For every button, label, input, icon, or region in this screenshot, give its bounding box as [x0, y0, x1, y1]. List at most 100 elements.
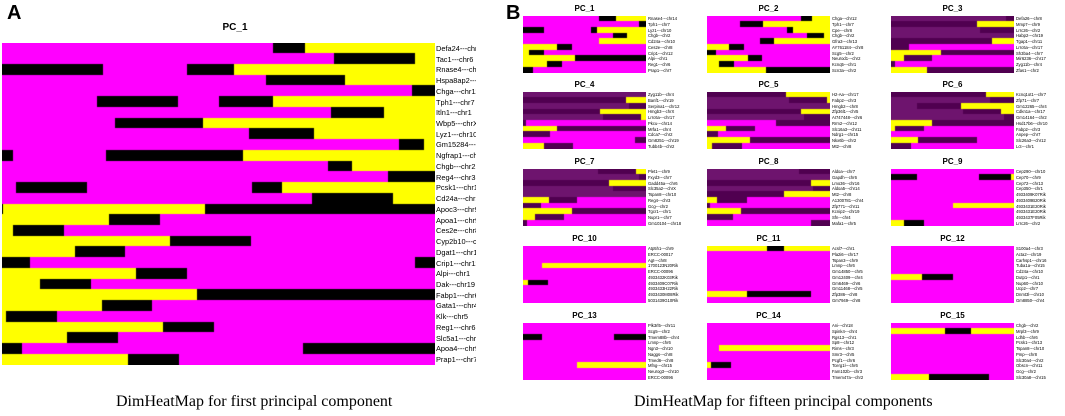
heatmap-panel-gene-labels: Plk3rl5---chr11 Scg5---chr2 Tmem88b---chr4…	[648, 323, 693, 380]
heatmap-panel-gene-labels: Atp5h1---chr9 ERCC-00017 Agt---chr8 1700123…	[648, 246, 693, 303]
gene-label: Slc26a3---chr12	[1016, 137, 1046, 143]
gene-label: Fabp1---chr6	[436, 290, 476, 300]
gene-label: Gcg---chr2	[648, 203, 669, 209]
heatmap-grid-b: PC_1 Rnase4---chr14 Tph1---chr7 Lyz1---chr1…	[523, 4, 1061, 380]
heatmap-panel	[707, 169, 830, 226]
gene-label: Gfra3---chr13	[832, 39, 858, 45]
gene-label: Hmgb2---chr8	[832, 103, 858, 109]
gene-label: Rnase4---chr14	[436, 65, 476, 75]
gene-label: Gm14164---chr2	[1016, 115, 1047, 121]
heatmap-panel	[891, 16, 1014, 73]
gene-label: Ngfrap1---chrX	[436, 151, 476, 161]
gene-label: Slc5a1---chr5	[436, 333, 476, 343]
gene-label: Ldhb---chr6	[1016, 334, 1038, 340]
gene-label: Alpi---chr1	[436, 269, 471, 279]
gene-label: Gadd45a---chr6	[648, 180, 678, 186]
gene-label: Fxyd3---chr7	[648, 175, 672, 181]
gene-label: Tmem88b---chr4	[648, 334, 680, 340]
gene-label: 4933431E20Rik	[1016, 209, 1046, 215]
gene-label: Scn3a---chr2	[832, 67, 857, 73]
gene-label: 4933430M08Rik	[648, 291, 679, 297]
gene-label: Aldoa---chr7	[832, 169, 856, 175]
gene-label: Gm12265---chr4	[1016, 103, 1047, 109]
gene-label: A1300781---chr4	[832, 197, 864, 203]
heatmap-panel-title: PC_8	[758, 157, 779, 166]
gene-label: ERCC-00096	[648, 269, 673, 275]
gene-label: Zfp771---chr11	[832, 203, 860, 209]
gene-label: Chgb---chr2	[648, 33, 671, 39]
gene-label: Lmnp---chr6	[832, 263, 855, 269]
gene-label: Mt2---chr8	[832, 143, 852, 149]
gene-label: Gm10104---chr18	[648, 220, 682, 226]
gene-label: Kcnip2---chr19	[832, 209, 860, 215]
gene-label: Chgb---chr2	[1016, 323, 1039, 329]
gene-label: Chga---chr12	[832, 16, 857, 22]
gene-label: Smr3---chr5	[832, 351, 855, 357]
gene-label: Lrrc26---chr2	[1016, 27, 1041, 33]
heatmap-a-gene-labels: Defa24---chr8Tac1---chr6Rnase4---chr14Hs…	[436, 43, 476, 365]
gene-label: Tgcr1---chr1	[648, 209, 672, 215]
gene-label: Cd24a---chr10	[1016, 269, 1043, 275]
gene-label: Gm6469---chr6	[832, 280, 861, 286]
heatmap-panel-gene-labels: Kcnq1ot1---chr7 Zfp71---chr7 Gm12265---chr…	[1016, 92, 1061, 149]
gene-label: Scg5---chr2	[648, 329, 670, 335]
gene-label: Acta2---chr19	[1016, 252, 1042, 258]
gene-label: AI747448---chr6	[832, 115, 863, 121]
gene-label: Chga---chr12	[436, 86, 476, 96]
gene-label: Gm8251---chr19	[648, 137, 679, 143]
gene-label: Dnmt3l---chr10	[1016, 291, 1044, 297]
gene-label: Klk---chr5	[436, 312, 469, 322]
gene-label: Lct---chr1	[1016, 143, 1034, 149]
gene-label: Slc30a4---chr2	[1016, 357, 1044, 363]
gene-label: Lyz1---chr10	[648, 27, 672, 33]
gene-label: Zfp71---chr7	[1016, 98, 1040, 104]
heatmap-panel-title: PC_13	[572, 311, 597, 320]
heatmap-panel-title: PC_10	[572, 234, 597, 243]
heatmap-panel-gene-labels: Plet1---chr9 Fxyd3---chr7 Gadd45a---chr6 Sl…	[648, 169, 693, 226]
gene-label: Gm11468---chr5	[832, 286, 863, 292]
gene-label: Tmem47a---chr2	[832, 374, 864, 380]
heatmap-panel	[891, 169, 1014, 226]
gene-label: Lrrc6a---chr17	[648, 115, 675, 121]
gene-label: Tubb4b---chr2	[648, 143, 675, 149]
gene-label: Pcsk1---chr13	[436, 183, 476, 193]
gene-label: Tspan8---chr10	[1016, 346, 1045, 352]
gene-label: Ces2e---chr8	[436, 226, 476, 236]
gene-label: Tac1---chr6	[436, 54, 474, 64]
heatmap-panel	[523, 169, 646, 226]
gene-label: Nup60---chr10	[1016, 280, 1043, 286]
gene-label: Anpep---chr7	[1016, 132, 1041, 138]
gene-label: Ngn3---chr10	[648, 346, 673, 352]
gene-label: Cep290---chr10	[1016, 169, 1046, 175]
gene-label: Kcnq5---chr1	[832, 61, 857, 67]
panel-b-caption: DimHeatMap for fifteen principal compone…	[634, 393, 933, 410]
panel-a-caption: DimHeatMap for first principal component	[116, 393, 393, 410]
gene-label: Neurog3---chr10	[648, 368, 679, 374]
gene-label: Itln1---chr1	[436, 108, 472, 118]
gene-label: Ani---chr18	[832, 323, 853, 329]
gene-label: Reg4---chr3	[648, 197, 671, 203]
gene-label: Cd24a---chr10	[436, 194, 476, 204]
gene-label: Ces2e---chr8	[648, 44, 673, 50]
gene-label: Pla2i6---chr17	[832, 252, 859, 258]
heatmap-panel-title: PC_11	[756, 234, 781, 243]
heatmap-panel	[707, 323, 830, 380]
gene-label: Prap1---chr7	[436, 355, 476, 365]
gene-label: Gm7949---chr8	[832, 297, 861, 303]
gene-label: Mmp7---chr9	[1016, 22, 1040, 28]
gene-label: Cyp2b10---chr7	[436, 237, 476, 247]
heatmap-panel-title: PC_9	[942, 157, 963, 166]
gene-label: Nkx6b---chr2	[832, 137, 857, 143]
gene-label: Obscn---chr11	[1016, 363, 1043, 369]
gene-label: Slc35a2---chrX	[648, 186, 676, 192]
gene-label: Sfn---chr4	[832, 214, 851, 220]
gene-label: 4933432K03Rik	[648, 274, 678, 280]
heatmap-panel-title: PC_12	[940, 234, 965, 243]
heatmap-panel-title: PC_7	[574, 157, 595, 166]
gene-label: Zfp36l1---chr5	[832, 109, 859, 115]
gene-label: Mafa1---chr5	[832, 220, 856, 226]
gene-label: Cdca7---chr2	[648, 132, 673, 138]
heatmap-panel-title: PC_6	[942, 80, 963, 89]
gene-label: Kcnq1ot1---chr7	[1016, 92, 1047, 98]
gene-label: Lrrc26---chr2	[1016, 220, 1041, 226]
